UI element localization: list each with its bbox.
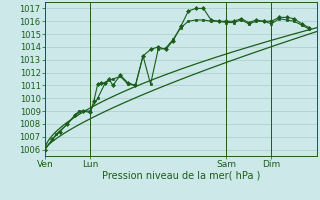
X-axis label: Pression niveau de la mer( hPa ): Pression niveau de la mer( hPa ) — [102, 171, 260, 181]
